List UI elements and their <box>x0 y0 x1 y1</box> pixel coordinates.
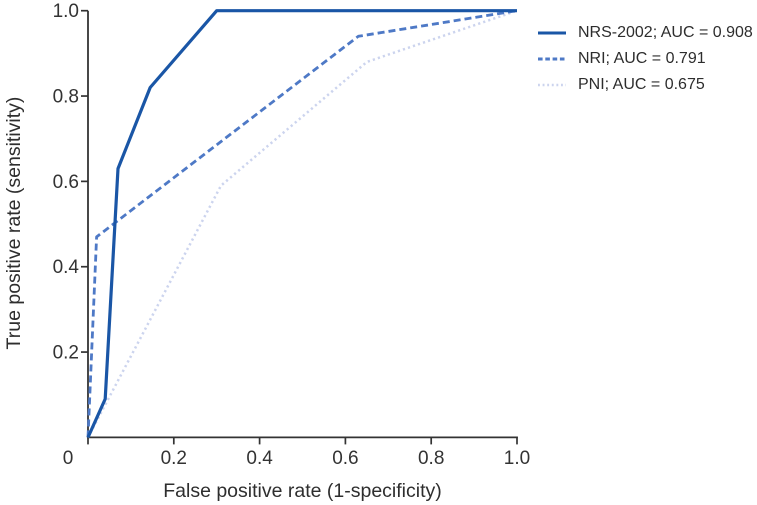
legend-label: NRS-2002; AUC = 0.908 <box>578 24 753 41</box>
y-tick-label: 1.0 <box>53 1 79 22</box>
y-tick-label: 0.8 <box>53 87 79 108</box>
roc-curve-pni <box>86 9 518 438</box>
y-tick-label: 0.6 <box>53 172 79 193</box>
x-axis-title: False positive rate (1-specificity) <box>163 480 442 502</box>
x-tick-label: 0.8 <box>418 448 444 469</box>
x-tick-label: 0 <box>63 448 74 469</box>
roc-curve-nrs-2002 <box>86 9 517 439</box>
y-tick-label: 0.4 <box>53 257 80 278</box>
legend-item: PNI; AUC = 0.675 <box>537 72 753 98</box>
x-tick-label: 0.4 <box>246 448 273 469</box>
legend-label: NRI; AUC = 0.791 <box>578 50 706 67</box>
legend-line-sample <box>538 57 566 61</box>
legend-line-sample <box>538 83 566 87</box>
y-axis-title: True positive rate (sensitivity) <box>3 96 25 350</box>
x-tick-label: 0.6 <box>332 448 358 469</box>
legend-line-sample <box>538 31 566 35</box>
roc-curve-nri <box>86 9 518 438</box>
x-tick-label: 1.0 <box>504 448 530 469</box>
legend-item: NRS-2002; AUC = 0.908 <box>537 20 753 46</box>
x-tick-label: 0.2 <box>161 448 187 469</box>
y-tick-label: 0.2 <box>53 343 79 364</box>
legend: NRS-2002; AUC = 0.908 NRI; AUC = 0.791 P… <box>537 20 753 98</box>
legend-label: PNI; AUC = 0.675 <box>578 76 705 93</box>
legend-item: NRI; AUC = 0.791 <box>537 46 753 72</box>
